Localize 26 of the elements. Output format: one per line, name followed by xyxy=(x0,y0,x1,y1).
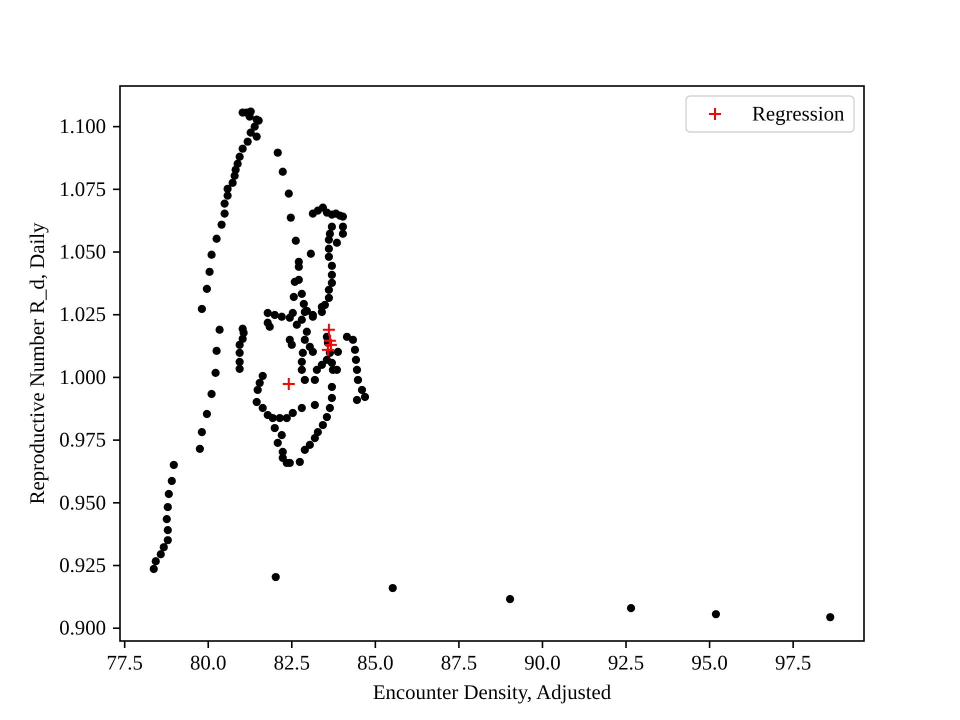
y-tick-label: 0.925 xyxy=(59,554,106,578)
x-tick-label: 80.0 xyxy=(190,651,226,674)
y-tick-label: 1.025 xyxy=(59,303,106,326)
x-axis-title: Encounter Density, Adjusted xyxy=(372,681,612,704)
y-tick-label: 1.050 xyxy=(59,240,106,264)
x-tick-label: 77.5 xyxy=(106,651,143,674)
x-tick-label: 95.0 xyxy=(691,651,728,674)
y-tick-label: 0.975 xyxy=(59,428,106,452)
x-tick-label: 82.5 xyxy=(274,651,310,674)
x-tick-label: 92.5 xyxy=(608,651,644,674)
x-tick-label: 85.0 xyxy=(357,651,394,674)
x-tick-label: 87.5 xyxy=(440,651,478,674)
y-tick-label: 1.000 xyxy=(59,366,106,389)
y-tick-label: 0.900 xyxy=(59,616,106,640)
y-tick-label: 0.950 xyxy=(59,491,106,514)
y-axis-title: Reproductive Number R_d, Daily xyxy=(26,222,49,504)
point xyxy=(320,342,335,357)
x-tick-label: 97.5 xyxy=(774,651,812,674)
x-tick-label: 90.0 xyxy=(524,651,561,674)
point xyxy=(324,338,338,352)
y-tick-label: 1.100 xyxy=(59,115,106,138)
point xyxy=(322,322,336,337)
legend-label: Regression xyxy=(752,102,846,126)
y-tick-label: 1.075 xyxy=(59,178,106,201)
point xyxy=(322,334,337,348)
point xyxy=(282,376,296,391)
